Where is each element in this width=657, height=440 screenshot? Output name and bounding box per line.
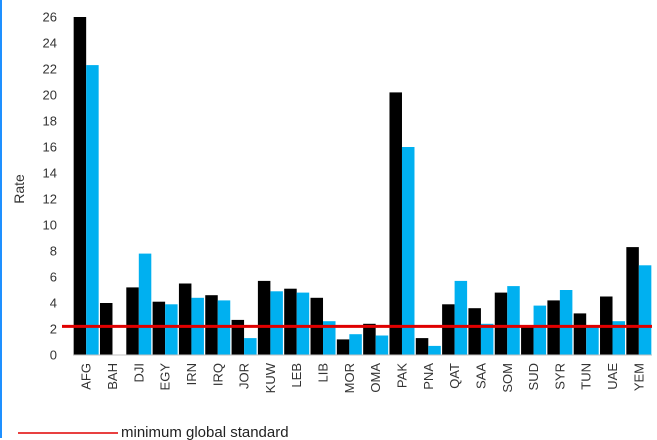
bar-som-series-1 xyxy=(494,292,508,355)
bar-pak-series-1 xyxy=(389,92,402,356)
y-tick-label: 8 xyxy=(50,244,57,259)
bar-pna-series-1 xyxy=(415,338,429,355)
x-tick-label-irn: IRN xyxy=(184,363,199,385)
x-tick-label-qat: QAT xyxy=(447,363,462,389)
y-tick-label: 14 xyxy=(43,166,57,181)
bar-yem-series-2 xyxy=(638,265,652,355)
bar-sud-series-1 xyxy=(521,325,534,355)
y-axis-label: Rate xyxy=(11,174,27,204)
bar-bah-series-1 xyxy=(99,303,113,355)
x-tick-label-pna: PNA xyxy=(421,363,436,390)
bar-kuw-series-2 xyxy=(270,291,283,355)
x-tick-label-yem: YEM xyxy=(631,363,646,391)
bar-egy-series-1 xyxy=(152,301,166,355)
bar-qat-series-1 xyxy=(442,304,455,355)
y-tick-label: 18 xyxy=(43,114,57,129)
bar-syr-series-2 xyxy=(559,290,573,355)
x-tick-label-oma: OMA xyxy=(368,363,383,393)
bar-qat-series-2 xyxy=(454,280,468,355)
x-tick-label-leb: LEB xyxy=(289,363,304,388)
bar-leb-series-2 xyxy=(296,292,310,355)
y-tick-label: 12 xyxy=(43,192,57,207)
bar-leb-series-1 xyxy=(284,288,297,355)
bar-kuw-series-1 xyxy=(257,280,271,355)
bar-saa-series-1 xyxy=(468,308,481,355)
x-tick-label-sud: SUD xyxy=(526,363,541,390)
bar-pak-series-2 xyxy=(401,147,415,355)
bar-tun-series-2 xyxy=(586,325,599,355)
y-tick-label: 4 xyxy=(50,296,57,311)
y-tick-label: 6 xyxy=(50,270,57,285)
x-tick-label-afg: AFG xyxy=(79,363,94,390)
bar-mor-series-2 xyxy=(349,334,362,355)
legend-label-minimum-standard: minimum global standard xyxy=(121,424,289,440)
bar-lib-series-2 xyxy=(323,321,336,355)
bar-jor-series-1 xyxy=(231,319,245,355)
x-tick-label-tun: TUN xyxy=(579,363,594,390)
x-tick-label-saa: SAA xyxy=(473,363,488,389)
y-tick-label: 16 xyxy=(43,140,57,155)
bars-group xyxy=(73,17,652,356)
x-tick-label-irq: IRQ xyxy=(210,363,225,386)
y-tick-label: 20 xyxy=(43,88,57,103)
bar-pna-series-2 xyxy=(428,345,441,355)
x-tick-label-pak: PAK xyxy=(394,363,409,388)
x-tick-label-dji: DJI xyxy=(131,363,146,383)
bar-afg-series-1 xyxy=(73,17,87,355)
bar-oma-series-2 xyxy=(375,335,389,355)
x-tick-label-som: SOM xyxy=(500,363,515,393)
bar-oma-series-1 xyxy=(363,323,376,355)
bar-tun-series-1 xyxy=(573,313,587,355)
bar-uae-series-2 xyxy=(612,321,626,355)
bar-mor-series-1 xyxy=(336,339,350,355)
x-tick-label-syr: SYR xyxy=(552,363,567,390)
x-tick-label-egy: EGY xyxy=(158,363,173,391)
x-tick-label-bah: BAH xyxy=(105,363,120,390)
y-tick-label: 0 xyxy=(50,348,57,363)
y-tick-label: 10 xyxy=(43,218,57,233)
bar-jor-series-2 xyxy=(244,338,257,355)
x-axis-categories: AFG BAH DJI EGY IRN IRQ JOR KUW LEB LIB MOR OMA PAK P… xyxy=(79,362,647,393)
x-tick-label-kuw: KUW xyxy=(263,362,278,393)
bar-dji-series-1 xyxy=(126,287,139,355)
bar-egy-series-2 xyxy=(165,304,178,355)
x-tick-label-uae: UAE xyxy=(605,363,620,390)
bar-saa-series-2 xyxy=(480,323,494,355)
bar-irn-series-1 xyxy=(178,283,192,355)
x-tick-label-jor: JOR xyxy=(237,363,252,389)
bar-yem-series-1 xyxy=(626,247,639,355)
x-tick-label-mor: MOR xyxy=(342,363,357,393)
bar-dji-series-2 xyxy=(138,253,152,355)
y-tick-label: 26 xyxy=(43,10,57,25)
bar-som-series-2 xyxy=(507,286,520,355)
x-tick-label-lib: LIB xyxy=(316,363,331,383)
bar-afg-series-2 xyxy=(86,65,99,355)
y-tick-label: 2 xyxy=(50,322,57,337)
y-tick-label: 24 xyxy=(43,36,57,51)
bar-sud-series-2 xyxy=(533,305,547,355)
y-tick-label: 22 xyxy=(43,62,57,77)
